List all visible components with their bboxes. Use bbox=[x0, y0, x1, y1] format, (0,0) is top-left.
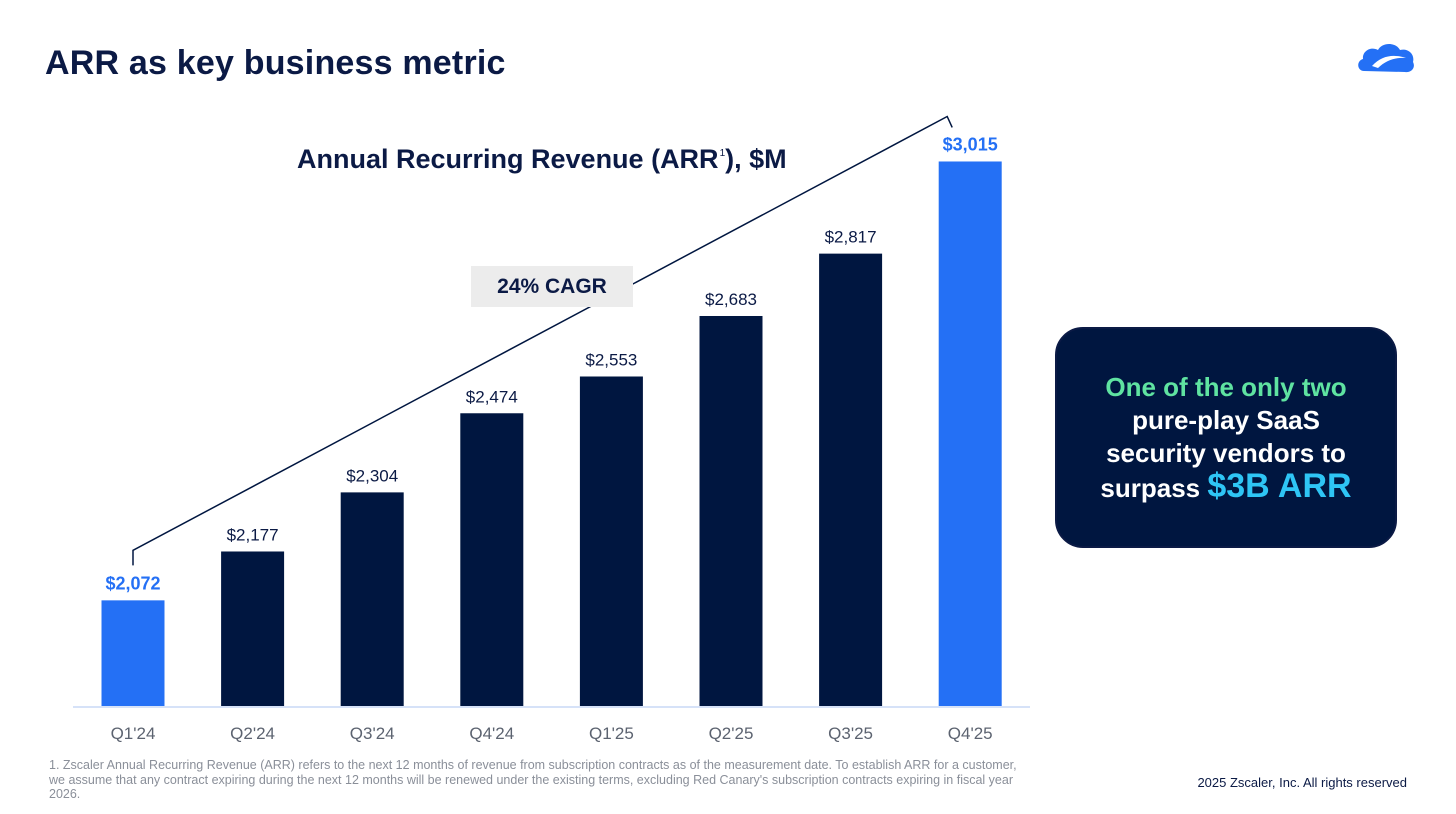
bar-value-label: $2,177 bbox=[227, 525, 279, 544]
bar-Q3'25 bbox=[819, 253, 883, 706]
bar-value-label: $2,072 bbox=[105, 573, 160, 593]
bar-Q1'24 bbox=[101, 600, 165, 706]
x-tick-label: Q3'25 bbox=[828, 724, 873, 743]
x-tick-label: Q1'24 bbox=[111, 724, 156, 743]
bar-Q3'24 bbox=[340, 492, 404, 706]
callout-line-4-prefix: surpass bbox=[1100, 472, 1208, 503]
zscaler-cloud-logo-icon bbox=[1358, 44, 1414, 73]
x-tick-label: Q2'25 bbox=[709, 724, 754, 743]
bar-Q4'24 bbox=[460, 413, 524, 706]
footnote: 1. Zscaler Annual Recurring Revenue (ARR… bbox=[49, 758, 1017, 801]
arr-bar-chart: $2,072 $2,177 $2,304 $2,474 $2,553 $2,683 $2,8… bbox=[73, 115, 1030, 743]
x-tick-label: Q4'25 bbox=[948, 724, 993, 743]
callout-highlight: $3B ARR bbox=[1207, 466, 1352, 505]
bar-value-label: $2,474 bbox=[466, 387, 518, 406]
x-tick-label: Q1'25 bbox=[589, 724, 634, 743]
bar-value-label: $2,553 bbox=[585, 350, 637, 369]
x-tick-label: Q3'24 bbox=[350, 724, 395, 743]
page-title: ARR as key business metric bbox=[45, 44, 506, 82]
bar-value-label: $3,015 bbox=[943, 134, 998, 154]
x-tick-label: Q4'24 bbox=[469, 724, 514, 743]
copyright-notice: 2025 Zscaler, Inc. All rights reserved bbox=[1197, 775, 1407, 790]
bar-value-label: $2,304 bbox=[346, 466, 398, 485]
bar-Q2'24 bbox=[221, 551, 285, 706]
bar-Q4'25 bbox=[938, 161, 1002, 706]
chart-title: Annual Recurring Revenue (ARR1), $M bbox=[297, 144, 787, 174]
cagr-annotation: 24% CAGR bbox=[471, 266, 633, 307]
x-tick-label: Q2'24 bbox=[230, 724, 275, 743]
callout-line-1: One of the only two bbox=[1105, 371, 1347, 402]
bar-value-label: $2,683 bbox=[705, 290, 757, 309]
callout-line-3: security vendors to bbox=[1106, 437, 1346, 468]
cagr-trend-line bbox=[132, 115, 953, 566]
bar-value-label: $2,817 bbox=[825, 228, 877, 247]
bar-Q2'25 bbox=[699, 315, 763, 706]
bar-Q1'25 bbox=[579, 376, 643, 706]
callout-line-2: pure-play SaaS bbox=[1132, 404, 1320, 435]
callout-box: One of the only two pure-play SaaS secur… bbox=[1055, 327, 1397, 548]
chart-title-footnote-marker: 1 bbox=[719, 148, 726, 159]
callout-line-4: surpass $3B ARR bbox=[1100, 466, 1352, 505]
